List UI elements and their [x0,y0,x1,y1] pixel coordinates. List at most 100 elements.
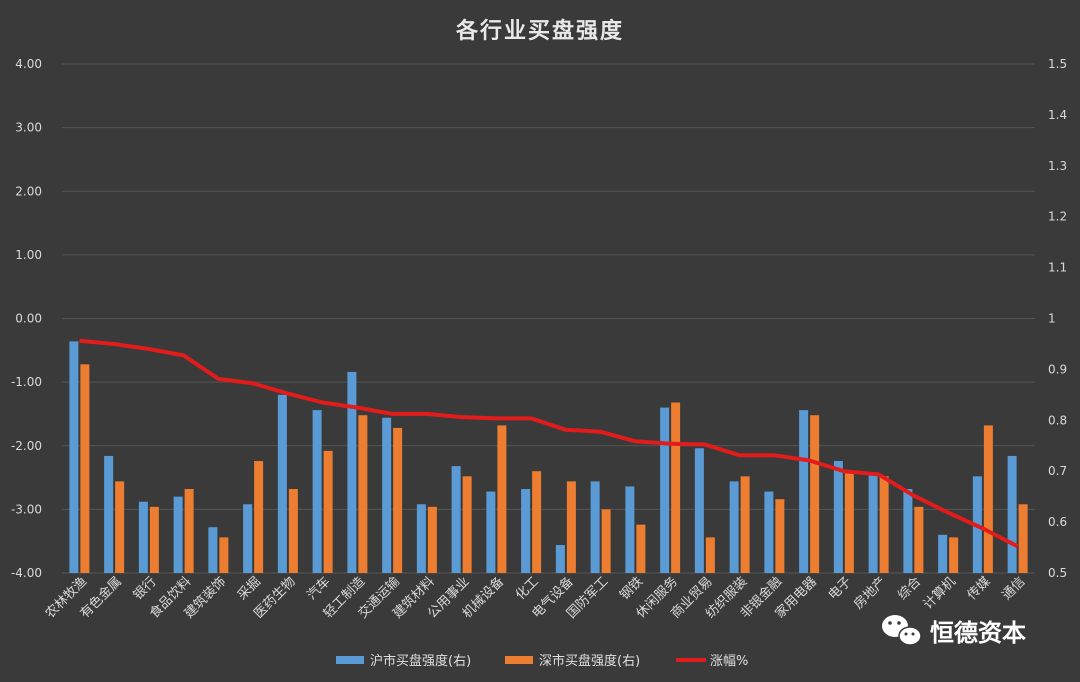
bar-sz-14 [566,481,576,573]
legend-swatch [505,656,533,664]
bar-sz-5 [254,461,264,573]
bar-sz-2 [149,506,159,573]
category-label: 采掘 [235,574,264,603]
right-tick-label: 1.3 [1048,159,1067,173]
left-tick-label: 1.00 [15,248,42,262]
bar-sz-20 [775,499,785,573]
bar-sz-27 [1018,504,1028,573]
bar-sz-23 [879,476,889,573]
bar-sh-18 [694,448,704,573]
right-tick-label: 1.5 [1048,57,1067,71]
bar-sh-22 [833,461,843,573]
category-label: 通信 [999,574,1028,603]
bar-sh-15 [590,481,600,573]
legend-label: 涨幅% [710,654,748,669]
bar-sz-10 [427,506,437,573]
bar-sh-4 [208,527,218,573]
bar-sz-15 [601,509,611,573]
category-label: 电子 [826,574,855,603]
bar-sz-6 [288,489,298,573]
chart-title: 各行业买盘强度 [455,18,624,44]
category-label: 汽车 [304,574,334,604]
bar-sh-17 [660,407,670,573]
gridlines [62,63,1035,574]
bar-sh-11 [451,466,461,573]
bar-sh-14 [555,545,565,573]
bar-sh-0 [69,341,79,573]
bar-sh-27 [1007,455,1017,573]
right-tick-label: 1 [1048,312,1056,326]
category-label: 计算机 [921,574,959,612]
bar-sh-19 [729,481,739,573]
bar-sz-13 [532,471,542,573]
legend-swatch [336,656,364,664]
bar-sz-24 [914,506,924,573]
left-tick-label: 0.00 [15,312,42,326]
bar-sz-7 [323,450,333,573]
bar-sz-0 [80,364,90,573]
bar-sz-12 [497,425,507,573]
bar-sz-26 [983,425,993,573]
right-axis: 1.5 1.4 1.3 1.2 1.1 1 0.9 0.8 0.7 0.6 0.5 [1048,57,1067,580]
bar-sh-13 [521,489,531,573]
left-tick-label: -4.00 [11,566,42,580]
right-tick-label: 0.7 [1048,464,1067,478]
bar-sz-25 [949,537,959,573]
bar-sh-24 [903,489,913,573]
bar-sz-16 [636,524,646,573]
right-tick-label: 0.8 [1048,413,1067,427]
bar-sh-16 [625,486,635,573]
legend: 沪市买盘强度(右) 深市买盘强度(右) 涨幅% [336,653,748,669]
bar-sh-9 [382,417,392,573]
bar-sh-1 [104,455,114,573]
bar-sz-19 [740,476,750,573]
line-layer [79,338,1019,549]
right-tick-label: 1.1 [1048,261,1067,275]
left-tick-label: 3.00 [15,121,42,135]
right-tick-label: 0.9 [1048,362,1067,376]
wechat-icon [882,615,922,646]
category-label: 房地产 [851,574,890,613]
left-tick-label: -1.00 [11,375,42,389]
bar-sh-10 [416,504,426,573]
right-tick-label: 0.6 [1048,515,1067,529]
line-series-change [79,338,1019,549]
right-tick-label: 1.2 [1048,210,1067,224]
bar-sz-3 [184,489,194,573]
left-tick-label: 2.00 [15,184,42,198]
bar-sz-8 [358,415,368,573]
watermark: 恒德资本 [882,615,1026,647]
bar-sh-5 [243,504,253,573]
right-tick-label: 0.5 [1048,566,1067,580]
watermark-text: 恒德资本 [930,619,1026,647]
bar-sh-3 [173,496,183,573]
right-tick-label: 1.4 [1048,108,1067,122]
bar-sz-11 [462,476,472,573]
bar-sz-17 [671,402,681,573]
left-tick-label: 4.00 [15,57,42,71]
bar-sz-18 [705,537,715,573]
legend-label: 沪市买盘强度(右) [370,653,471,669]
left-axis: 4.00 3.00 2.00 1.00 0.00 -1.00 -2.00 -3.00 -4.00 [11,57,42,580]
bar-sh-21 [799,410,809,573]
bar-sz-22 [844,471,854,573]
bar-sh-6 [277,394,287,573]
category-label: 化工 [513,574,542,603]
left-tick-label: -3.00 [11,502,42,516]
bar-sh-2 [138,501,148,573]
bar-sh-20 [764,491,774,573]
category-label: 银行 [131,574,160,603]
bar-sz-1 [115,481,125,573]
category-label: 传媒 [965,574,994,603]
bar-sh-8 [347,371,357,573]
bar-sz-4 [219,537,229,573]
bar-sz-9 [393,427,403,573]
category-label: 综合 [895,574,924,603]
bar-sz-21 [810,415,820,573]
bar-sh-12 [486,491,496,573]
left-tick-label: -2.00 [11,439,42,453]
legend-label: 深市买盘强度(右) [539,653,640,669]
category-label: 钢铁 [617,574,646,603]
